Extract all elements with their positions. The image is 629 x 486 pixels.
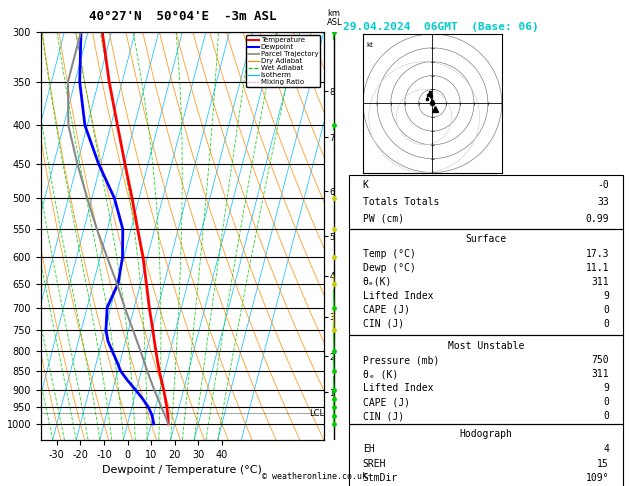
Text: CAPE (J): CAPE (J) [363, 305, 409, 314]
Text: 40°27'N  50°04'E  -3m ASL: 40°27'N 50°04'E -3m ASL [89, 10, 276, 23]
Text: -0: -0 [598, 180, 609, 190]
Text: 0: 0 [603, 397, 609, 407]
Text: θₑ(K): θₑ(K) [363, 277, 392, 287]
Text: CAPE (J): CAPE (J) [363, 397, 409, 407]
Text: 0: 0 [603, 305, 609, 314]
Bar [349, 229, 623, 335]
Text: 33: 33 [598, 197, 609, 207]
Text: km
ASL: km ASL [327, 9, 343, 27]
Text: © weatheronline.co.uk: © weatheronline.co.uk [262, 472, 367, 481]
Text: 17.3: 17.3 [586, 249, 609, 259]
Text: Temp (°C): Temp (°C) [363, 249, 416, 259]
Text: CIN (J): CIN (J) [363, 411, 404, 421]
Text: Totals Totals: Totals Totals [363, 197, 439, 207]
Y-axis label: hPa: hPa [0, 226, 1, 246]
Text: 0.99: 0.99 [586, 214, 609, 224]
Text: Most Unstable: Most Unstable [448, 341, 524, 350]
Text: 9: 9 [603, 291, 609, 301]
Text: 311: 311 [591, 277, 609, 287]
Text: Lifted Index: Lifted Index [363, 291, 433, 301]
Bar [349, 424, 623, 486]
Text: PW (cm): PW (cm) [363, 214, 404, 224]
Bar [349, 335, 623, 424]
Text: 11.1: 11.1 [586, 263, 609, 273]
Text: 109°: 109° [586, 473, 609, 483]
Text: Surface: Surface [465, 234, 506, 244]
Text: LCL: LCL [309, 409, 324, 418]
Text: 9: 9 [603, 383, 609, 393]
Text: 15: 15 [598, 459, 609, 469]
Text: 0: 0 [603, 319, 609, 329]
Text: SREH: SREH [363, 459, 386, 469]
Text: Dewp (°C): Dewp (°C) [363, 263, 416, 273]
Text: K: K [363, 180, 369, 190]
Text: 750: 750 [591, 355, 609, 365]
Text: 4: 4 [603, 444, 609, 454]
X-axis label: Dewpoint / Temperature (°C): Dewpoint / Temperature (°C) [103, 465, 262, 475]
Text: θₑ (K): θₑ (K) [363, 369, 398, 379]
Text: EH: EH [363, 444, 374, 454]
Text: 311: 311 [591, 369, 609, 379]
Bar [349, 175, 623, 229]
Text: Pressure (mb): Pressure (mb) [363, 355, 439, 365]
Text: StmDir: StmDir [363, 473, 398, 483]
Text: 0: 0 [603, 411, 609, 421]
Text: CIN (J): CIN (J) [363, 319, 404, 329]
Text: kt: kt [366, 42, 373, 48]
Text: 29.04.2024  06GMT  (Base: 06): 29.04.2024 06GMT (Base: 06) [343, 22, 538, 32]
Legend: Temperature, Dewpoint, Parcel Trajectory, Dry Adiabat, Wet Adiabat, Isotherm, Mi: Temperature, Dewpoint, Parcel Trajectory… [246, 35, 320, 87]
Text: Hodograph: Hodograph [459, 430, 513, 439]
Text: Lifted Index: Lifted Index [363, 383, 433, 393]
